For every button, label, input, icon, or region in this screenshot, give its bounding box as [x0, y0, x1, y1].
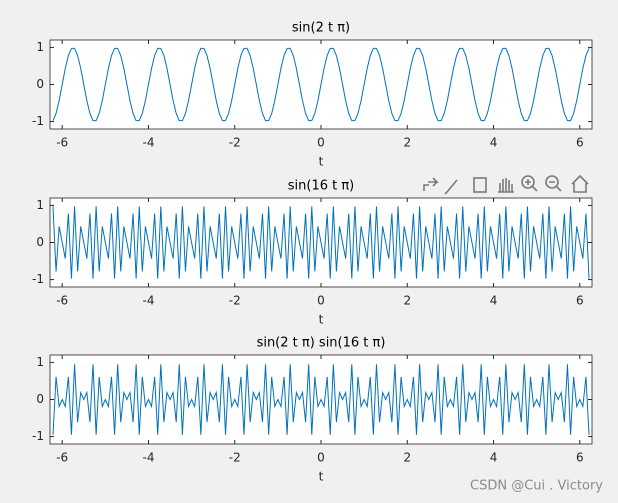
- data-tip-icon[interactable]: [473, 177, 487, 193]
- x-tick-label: 2: [403, 451, 411, 465]
- x-tick-label: 6: [576, 294, 584, 308]
- y-tick-label: -1: [32, 429, 44, 443]
- chart-title: sin(16 t π): [288, 179, 355, 194]
- x-tick-label: 4: [490, 136, 498, 150]
- zoom-in-glyph: [525, 179, 538, 192]
- chart-title: sin(2 t π): [292, 21, 350, 36]
- x-axis-label: t: [319, 313, 324, 327]
- watermark: CSDN @Cui . Victory: [470, 479, 603, 494]
- x-tick-label: 0: [317, 136, 325, 150]
- toolbar: [423, 174, 589, 195]
- zoom-in-icon[interactable]: [521, 175, 535, 189]
- x-tick-label: 4: [490, 451, 498, 465]
- y-tick-label: 0: [36, 77, 44, 91]
- x-tick-label: 4: [490, 294, 498, 308]
- export-icon[interactable]: [423, 177, 439, 191]
- y-tick-label: -1: [32, 114, 44, 128]
- y-tick-label: 0: [36, 392, 44, 406]
- brush-icon[interactable]: [444, 179, 458, 195]
- x-tick-label: -6: [56, 294, 68, 308]
- y-tick-label: 0: [36, 235, 44, 249]
- x-tick-label: 0: [317, 294, 325, 308]
- home-icon[interactable]: [571, 174, 589, 193]
- x-tick-label: -2: [229, 294, 241, 308]
- pan-icon[interactable]: [498, 178, 514, 193]
- data-line: [52, 364, 590, 435]
- x-tick-label: 2: [403, 294, 411, 308]
- x-axis-label: t: [319, 470, 324, 484]
- x-axis-label: t: [319, 155, 324, 169]
- chart-title: sin(2 t π) sin(16 t π): [257, 336, 386, 351]
- zoom-out-glyph: [549, 181, 562, 192]
- x-tick-label: -4: [142, 294, 154, 308]
- x-tick-label: 0: [317, 451, 325, 465]
- data-line: [52, 47, 590, 122]
- x-tick-label: -4: [142, 136, 154, 150]
- x-tick-label: 2: [403, 136, 411, 150]
- x-tick-label: 6: [576, 136, 584, 150]
- y-tick-label: 1: [36, 198, 44, 212]
- x-tick-label: -6: [56, 451, 68, 465]
- x-tick-label: -6: [56, 136, 68, 150]
- data-line: [52, 206, 590, 279]
- y-tick-label: -1: [32, 272, 44, 286]
- y-tick-label: 1: [36, 40, 44, 54]
- x-tick-label: 6: [576, 451, 584, 465]
- x-tick-label: -2: [229, 451, 241, 465]
- zoom-out-icon[interactable]: [545, 175, 559, 189]
- y-tick-label: 1: [36, 355, 44, 369]
- x-tick-label: -2: [229, 136, 241, 150]
- x-tick-label: -4: [142, 451, 154, 465]
